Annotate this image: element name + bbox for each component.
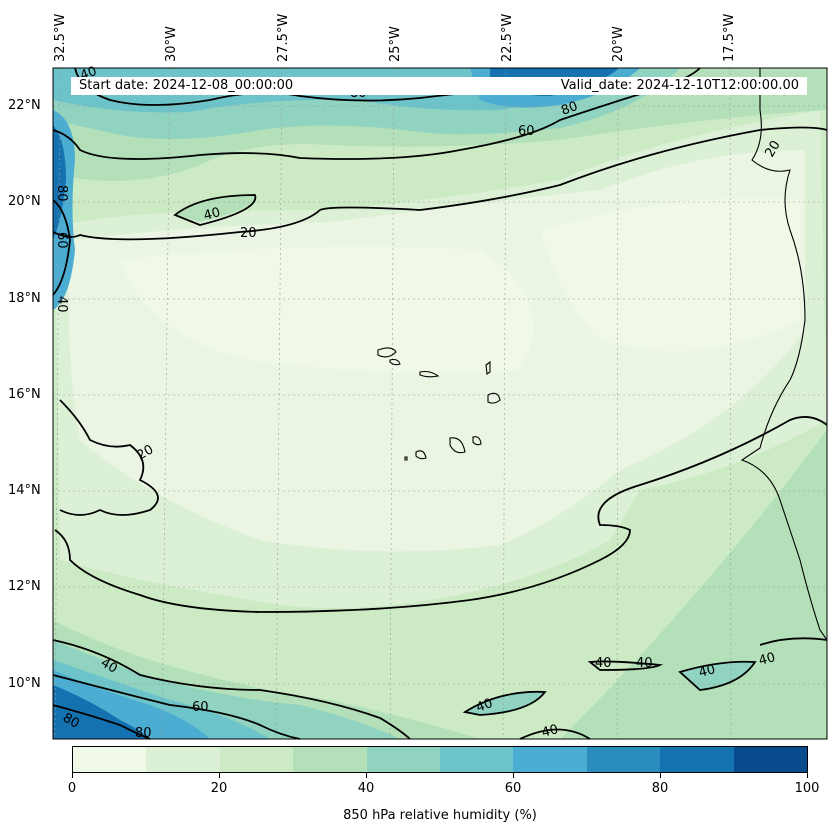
colorbar-tick-mark (219, 773, 220, 778)
contour-60-north (52, 67, 701, 160)
colorbar-segment (366, 747, 441, 772)
contour-label: 40 (757, 650, 777, 669)
humidity-band-80-90-south (53, 685, 150, 739)
map-frame (52, 67, 828, 740)
contour-label: 80 (54, 185, 69, 202)
lat-label: 10°N (8, 676, 41, 691)
colorbar-tick-mark (72, 773, 73, 778)
contour-label: 20 (762, 138, 783, 160)
colorbar-label: 850 hPa relative humidity (%) (343, 808, 537, 823)
colorbar-tick: 40 (357, 781, 375, 796)
contour-label: 40 (202, 205, 222, 224)
colorbar-tick: 20 (210, 781, 228, 796)
contour-label: 60 (518, 124, 535, 139)
coastline (377, 68, 828, 641)
lon-label: 30°W (164, 26, 179, 62)
graticule (53, 67, 827, 740)
contour-label: 40 (697, 662, 717, 681)
lat-label: 22°N (8, 98, 41, 113)
contour-label: 60 (192, 700, 209, 715)
contour-40-blob-se2 (519, 728, 591, 740)
humidity-band-nw-high (53, 125, 66, 240)
contour-label: 40 (98, 655, 120, 676)
contour-20-west-wiggle (59, 399, 159, 516)
contour-label: 40 (636, 656, 653, 671)
humidity-band-30-40-east (560, 68, 827, 739)
colorbar-segment (660, 747, 734, 772)
contour-label: 40 (54, 296, 69, 313)
contour-20-south (54, 416, 828, 613)
contour-20-north (52, 126, 828, 241)
contour-label: 40 (540, 722, 560, 741)
colorbar-tick: 60 (504, 781, 522, 796)
lon-label: 17.5°W (722, 13, 737, 62)
colorbar-segment (293, 747, 367, 772)
colorbar-tick-mark (366, 773, 367, 778)
colorbar-tick: 80 (651, 781, 669, 796)
colorbar-segment (219, 747, 294, 772)
colorbar-segment (586, 747, 661, 772)
contour-label: 20 (240, 226, 257, 241)
colorbar-tick: 0 (67, 781, 77, 796)
contour-label: 80 (559, 99, 580, 119)
lat-label: 18°N (8, 291, 41, 306)
lon-label: 25°W (388, 26, 403, 62)
colorbar-segment (146, 747, 220, 772)
humidity-blob-se1 (465, 691, 545, 715)
colorbar-tick-mark (513, 773, 514, 778)
valid-date: Valid_date: 2024-12-10T12:00:00.00 (560, 78, 799, 93)
lat-label: 20°N (8, 194, 41, 209)
colorbar-tick-mark (807, 773, 808, 778)
contour-label: 40 (474, 696, 495, 716)
lon-label: 20°W (611, 26, 626, 62)
colorbar-tick-mark (660, 773, 661, 778)
colorbar-segment (733, 747, 808, 772)
colorbar-segment (73, 747, 147, 772)
contour-60-south (52, 674, 301, 740)
contour-label: 80 (60, 710, 82, 731)
contour-label: 60 (54, 232, 69, 249)
colorbar-segment (440, 747, 514, 772)
lon-label: 27.5°W (276, 13, 291, 62)
contour-40-blob-se1 (462, 690, 547, 716)
humidity-blob-se2 (680, 661, 755, 690)
contour-lines (52, 67, 828, 740)
lat-label: 12°N (8, 579, 41, 594)
lon-label: 32.5°W (53, 13, 68, 62)
start-date: Start date: 2024-12-08_00:00:00 (79, 78, 294, 93)
lat-label: 16°N (8, 387, 41, 402)
contour-40-island (173, 194, 257, 226)
lat-label: 14°N (8, 483, 41, 498)
contour-40-blob-se4 (587, 660, 664, 671)
contour-label: 80 (135, 726, 152, 741)
date-banner: Start date: 2024-12-08_00:00:00 Valid_da… (71, 77, 807, 95)
contour-80-south (52, 704, 151, 740)
contour-label-group: 40 80 60 80 80 60 40 20 40 20 40 40 40 4… (54, 64, 784, 741)
contour-40-south (52, 639, 411, 740)
colorbar-tick: 100 (794, 781, 820, 796)
colorbar-segment (513, 747, 587, 772)
lon-label: 22.5°W (500, 13, 515, 62)
contour-label: 40 (595, 656, 612, 671)
humidity-band-0-10-east (540, 198, 800, 352)
humidity-band-0-10-west (120, 246, 534, 374)
contour-label: 20 (135, 442, 157, 463)
contour-40-blob-se3 (678, 660, 757, 691)
contour-40-east (759, 637, 828, 646)
contour-40-west (52, 199, 71, 296)
colorbar (72, 746, 808, 773)
